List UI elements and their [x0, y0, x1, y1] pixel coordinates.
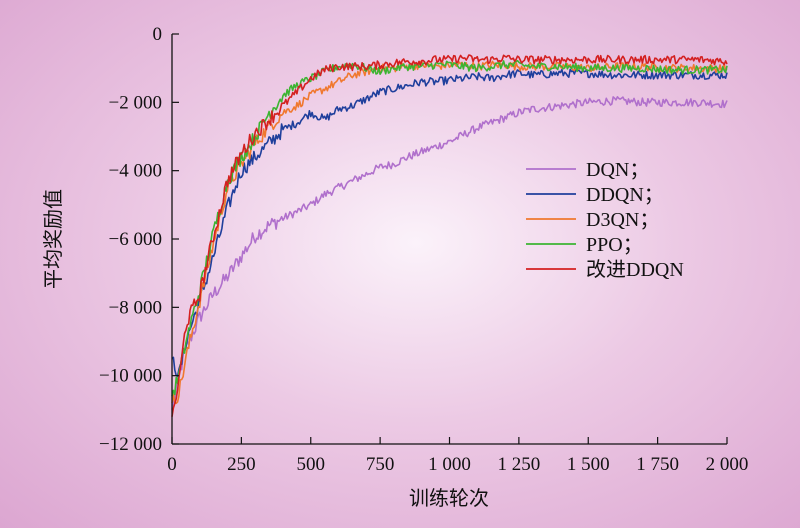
x-tick-label: 0 [167, 454, 177, 475]
x-tick-label: 1 750 [636, 454, 679, 475]
x-tick-label: 2 000 [706, 454, 749, 475]
x-tick-label: 250 [227, 454, 256, 475]
x-tick-label: 1 500 [567, 454, 610, 475]
legend-label-4: PPO； [586, 234, 643, 256]
series-line-3 [171, 60, 728, 405]
y-tick-label: −6 000 [109, 229, 162, 250]
y-tick-label: −8 000 [109, 297, 162, 318]
series-line-5 [171, 54, 728, 417]
y-tick-label: −2 000 [109, 92, 162, 113]
x-tick-label: 750 [366, 454, 395, 475]
y-tick-label: −12 000 [99, 434, 162, 455]
x-tick-label: 1 250 [498, 454, 541, 475]
y-tick-label: −4 000 [109, 161, 162, 182]
legend-label-5: 改进DDQN [586, 258, 684, 281]
legend-label-2: DDQN； [586, 184, 664, 206]
legend-label-3: D3QN； [586, 209, 659, 231]
y-axis-title: 平均奖励值 [41, 189, 65, 289]
series-line-1 [171, 96, 728, 410]
x-axis-title: 训练轮次 [409, 486, 489, 510]
y-tick-label: 0 [153, 24, 163, 45]
x-tick-label: 1 000 [428, 454, 471, 475]
series-line-2 [171, 68, 728, 378]
legend-label-1: DQN； [586, 159, 649, 181]
x-tick-label: 500 [297, 454, 326, 475]
y-tick-label: −10 000 [99, 366, 162, 387]
